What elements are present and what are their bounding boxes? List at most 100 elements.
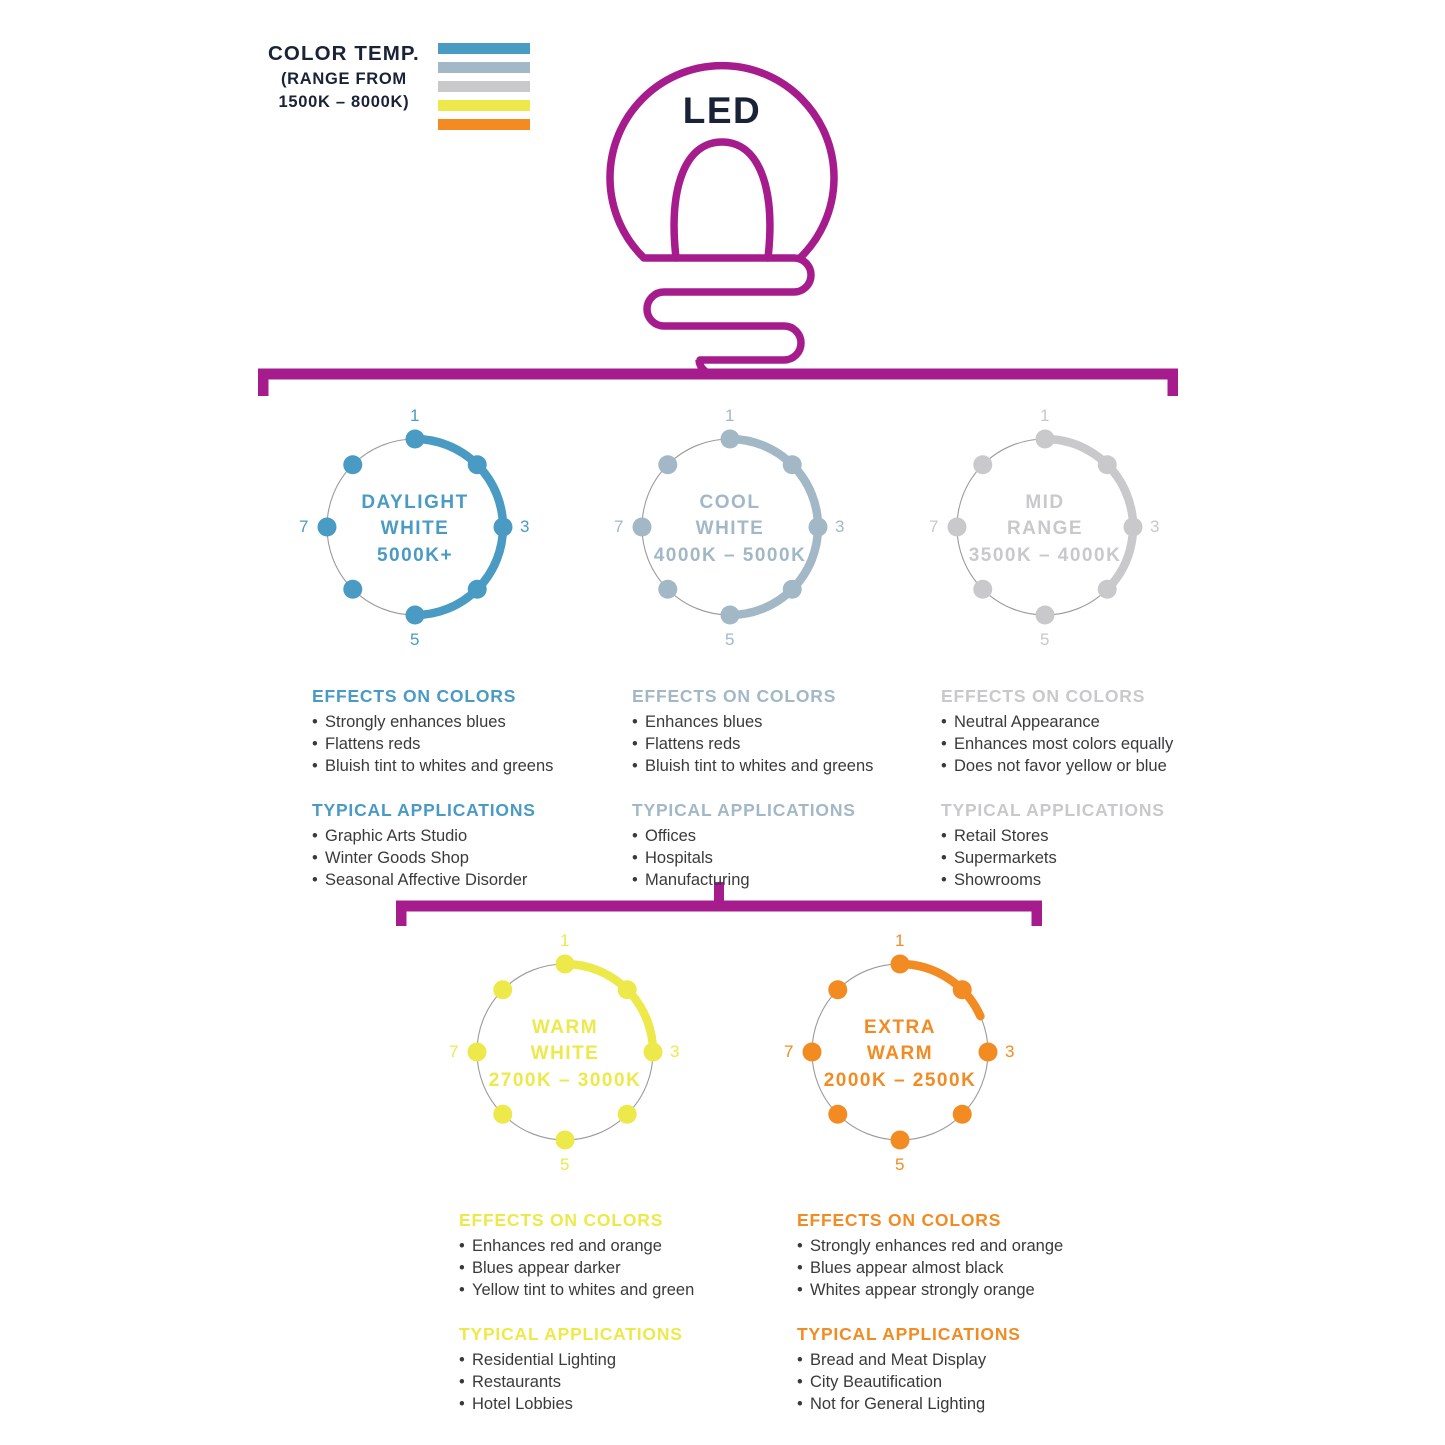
dial-tick-dot-5 [720,605,740,625]
dial-numeral-5: 5 [725,630,735,649]
dial-numeral-7: 7 [614,517,624,536]
list-item: Hospitals [632,848,873,870]
dial-tick-dot-7 [947,517,967,537]
dial-graphic [947,429,1143,625]
dial-tick-dot-5 [405,605,425,625]
bulb-filament [670,138,774,262]
dial-tick-dot-4 [467,579,487,599]
info-group: TYPICAL APPLICATIONS OfficesHospitalsManu… [632,800,873,892]
dial-numeral-3: 3 [520,517,530,536]
effects-heading: EFFECTS ON COLORS [797,1210,1002,1230]
dial-tick-dot-4 [1097,579,1117,599]
legend-swatch-warm-white [437,100,530,111]
dial-tick-dot-7 [802,1042,822,1062]
list-item: Bluish tint to whites and greens [312,756,553,778]
dial-numeral-1: 1 [1040,406,1050,425]
dial-extra-warm: EXTRA WARM 2000K – 2500K 1 3 5 7 [784,932,1015,1173]
dial-numeral-7: 7 [299,517,309,536]
list-item: Whites appear strongly orange [797,1280,1063,1302]
effects-list: Strongly enhances red and orangeBlues ap… [797,1236,1063,1302]
dial-tick-dot-3 [978,1042,998,1062]
dial-value-arc [895,959,985,1021]
effects-list: Strongly enhances bluesFlattens redsBlui… [312,712,553,778]
applications-heading: TYPICAL APPLICATIONS [632,799,856,820]
info-group: TYPICAL APPLICATIONS Retail StoresSuperma… [941,800,1173,892]
legend-swatch-mid-range [437,81,530,92]
list-item: Yellow tint to whites and green [459,1280,694,1302]
dial-tick-dot-7 [467,1042,487,1062]
effects-list: Neutral AppearanceEnhances most colors e… [941,712,1173,778]
list-item: Residential Lighting [459,1350,694,1372]
dial-tick-dot-6 [828,1104,848,1124]
info-mid-range: EFFECTS ON COLORS Neutral AppearanceEnhan… [941,686,1173,892]
list-item: Blues appear almost black [797,1258,1063,1280]
dial-numeral-1: 1 [895,931,905,950]
list-item: Neutral Appearance [941,712,1173,734]
dial-value-arc [560,959,658,1057]
effects-list: Enhances red and orangeBlues appear dark… [459,1236,694,1302]
dial-numeral-5: 5 [560,1155,570,1174]
led-label-text: LED [682,90,762,131]
list-item: Offices [632,826,873,848]
dial-numeral-5: 5 [1040,630,1050,649]
list-item: City Beautification [797,1372,1063,1394]
dial-cool-white: COOL WHITE 4000K – 5000K 1 3 5 7 [614,407,845,649]
applications-list: Residential LightingRestaurantsHotel Lob… [459,1350,694,1416]
list-item: Flattens reds [632,734,873,756]
dial-warm-white: WARM WHITE 2700K – 3000K 1 3 5 7 [449,932,680,1174]
dial-daylight-white: DAYLIGHT WHITE 5000K+ 1 3 5 7 [299,407,530,648]
list-item: Supermarkets [941,848,1173,870]
list-item: Blues appear darker [459,1258,694,1280]
dial-tick-dot-8 [973,455,993,475]
info-group: TYPICAL APPLICATIONS Bread and Meat Displ… [797,1324,1063,1416]
effects-list: Enhances bluesFlattens redsBluish tint t… [632,712,873,778]
dial-tick-dot-7 [317,517,337,537]
info-group: EFFECTS ON COLORS Strongly enhances red a… [797,1210,1063,1302]
info-group: TYPICAL APPLICATIONS Graphic Arts StudioW… [312,800,553,892]
info-cool-white: EFFECTS ON COLORS Enhances bluesFlattens … [632,686,873,892]
list-item: Strongly enhances blues [312,712,553,734]
list-item: Winter Goods Shop [312,848,553,870]
dial-tick-dot-2 [467,455,487,475]
dial-numeral-1: 1 [560,931,570,950]
dial-numeral-7: 7 [784,1042,794,1061]
list-item: Enhances blues [632,712,873,734]
applications-heading: TYPICAL APPLICATIONS [312,799,536,820]
dial-tick-dot-1 [1035,429,1055,449]
legend-swatch-cool-white [437,62,530,73]
dial-tick-dot-4 [617,1104,637,1124]
dial-tick-dot-1 [720,429,740,449]
dial-value-arc [410,434,508,620]
info-daylight-white: EFFECTS ON COLORS Strongly enhances blues… [312,686,553,892]
applications-heading: TYPICAL APPLICATIONS [797,1323,1021,1344]
applications-list: Retail StoresSupermarketsShowrooms [941,826,1173,892]
list-item: Flattens reds [312,734,553,756]
legend-subtitle-line2: 1500K – 8000K) [278,93,410,112]
applications-list: Graphic Arts StudioWinter Goods ShopSeas… [312,826,553,892]
dial-numeral-7: 7 [449,1042,459,1061]
list-item: Retail Stores [941,826,1173,848]
dial-tick-dot-8 [828,980,848,1000]
list-item: Not for General Lighting [797,1394,1063,1416]
dial-tick-dot-5 [555,1130,575,1150]
dial-tick-dot-1 [555,954,575,974]
dial-tick-dot-6 [493,1104,513,1124]
effects-heading: EFFECTS ON COLORS [312,686,517,706]
effects-heading: EFFECTS ON COLORS [459,1210,664,1230]
legend-swatch-daylight-white [437,43,530,54]
effects-heading: EFFECTS ON COLORS [632,686,837,706]
list-item: Hotel Lobbies [459,1394,694,1416]
dial-tick-dot-3 [643,1042,663,1062]
dial-graphic [317,429,513,625]
info-group: EFFECTS ON COLORS Neutral AppearanceEnhan… [941,686,1173,778]
dial-tick-dot-7 [632,517,652,537]
list-item: Restaurants [459,1372,694,1394]
dial-numeral-3: 3 [670,1042,680,1061]
dial-tick-dot-8 [658,455,678,475]
legend-subtitle-line1: (RANGE FROM [280,69,407,88]
dial-tick-dot-1 [890,954,910,974]
list-item: Seasonal Affective Disorder [312,870,553,892]
dial-tick-dot-4 [782,579,802,599]
dial-numeral-7: 7 [929,517,939,536]
